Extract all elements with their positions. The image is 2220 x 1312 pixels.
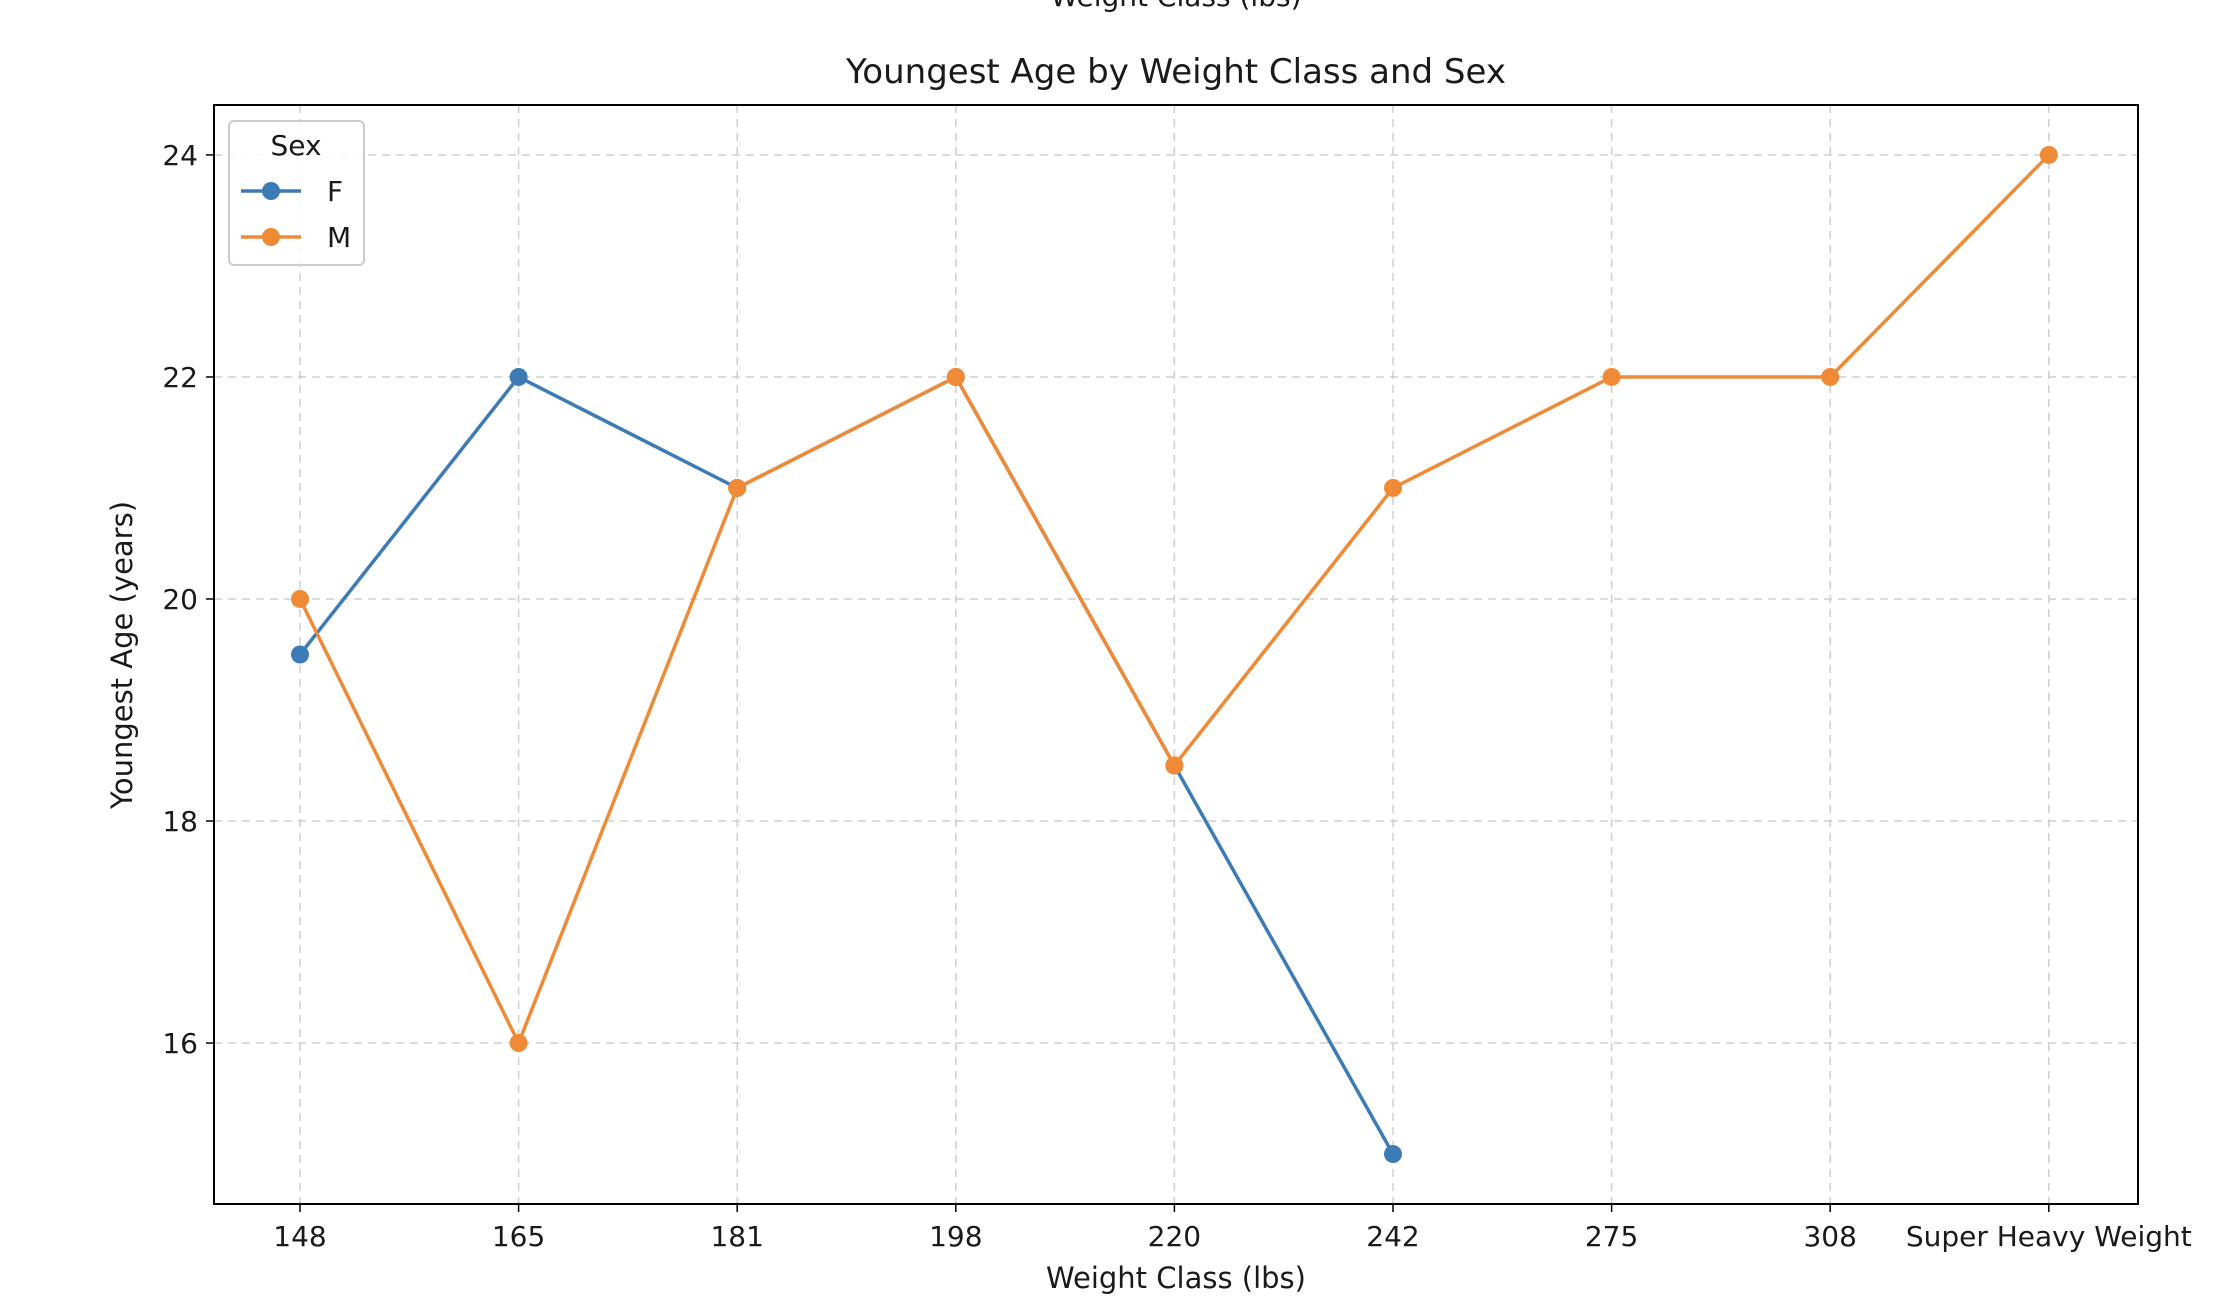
legend: Sex FM bbox=[228, 120, 365, 266]
legend-entries: FM bbox=[241, 175, 351, 254]
series-line-F bbox=[298, 375, 1395, 1155]
x-tick-label: 148 bbox=[273, 1220, 326, 1253]
y-tick-label: 22 bbox=[162, 361, 198, 394]
grid bbox=[214, 105, 2138, 1204]
y-tick-label: 20 bbox=[162, 583, 198, 616]
legend-label-M: M bbox=[327, 221, 351, 254]
x-axis-label: Weight Class (lbs) bbox=[1046, 1261, 1306, 1295]
y-tick-label: 24 bbox=[162, 139, 198, 172]
x-tick-label: 242 bbox=[1366, 1220, 1419, 1253]
x-axis: 148 165 181 198 220 242 275 308 Super Heavy Weig… bbox=[273, 1204, 2192, 1253]
data-point-M bbox=[291, 589, 309, 608]
data-point-M bbox=[509, 1034, 528, 1053]
x-tick-label: Super Heavy Weight bbox=[1906, 1220, 2192, 1253]
y-tick-label: 18 bbox=[162, 805, 198, 838]
legend-box bbox=[228, 120, 365, 266]
y-axis: 16 18 20 22 24 bbox=[162, 139, 214, 1060]
x-tick-label: 165 bbox=[492, 1220, 545, 1253]
data-point-F bbox=[1384, 1145, 1402, 1164]
x-tick-label: 308 bbox=[1803, 1220, 1856, 1253]
data-point-M bbox=[946, 367, 965, 386]
data-point-M bbox=[1602, 367, 1621, 386]
legend-title: Sex bbox=[270, 129, 321, 162]
clipped-top-label: Weight Class (lbs) bbox=[1050, 0, 1301, 13]
x-tick-label: 181 bbox=[710, 1220, 763, 1253]
data-point-M bbox=[2039, 145, 2058, 164]
data-point-F bbox=[291, 645, 309, 664]
data-point-F bbox=[509, 367, 528, 386]
plot-frame bbox=[213, 104, 2139, 1205]
y-axis-label: Youngest Age (years) bbox=[105, 501, 139, 810]
legend-marker-M bbox=[262, 228, 280, 246]
series-layer bbox=[291, 145, 2058, 1164]
data-point-M bbox=[728, 478, 747, 497]
y-tick-label: 16 bbox=[162, 1027, 198, 1060]
data-point-M bbox=[1384, 478, 1402, 497]
data-point-M bbox=[1821, 367, 1840, 386]
x-tick-label: 220 bbox=[1148, 1220, 1201, 1253]
data-point-M bbox=[1165, 756, 1184, 775]
legend-label-F: F bbox=[327, 175, 343, 208]
x-tick-label: 275 bbox=[1585, 1220, 1638, 1253]
chart-title: Youngest Age by Weight Class and Sex bbox=[845, 52, 1506, 92]
legend-marker-F bbox=[262, 182, 280, 200]
x-tick-label: 198 bbox=[929, 1220, 982, 1253]
